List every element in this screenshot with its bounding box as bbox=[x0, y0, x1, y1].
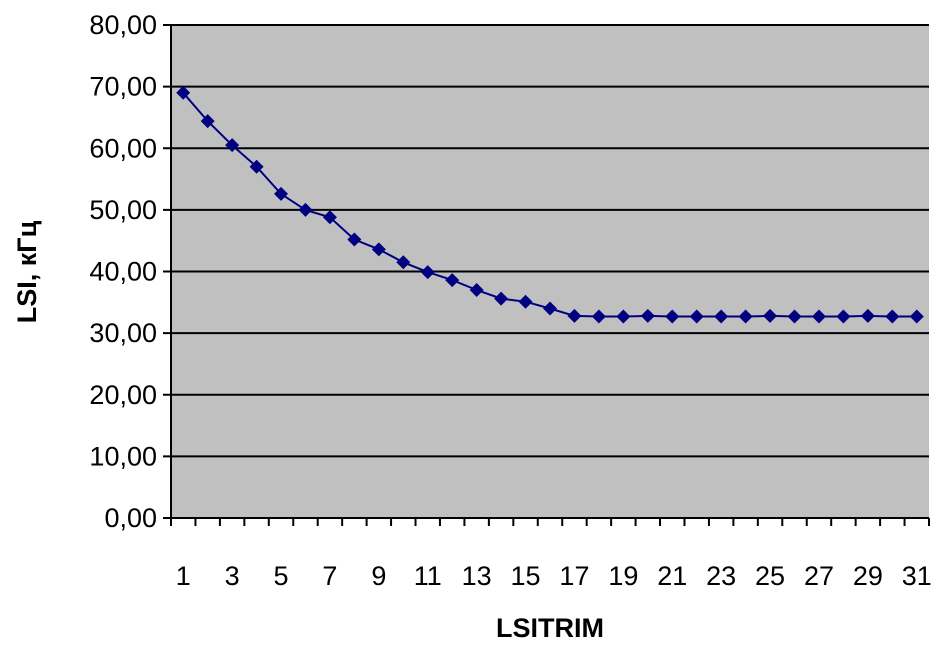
x-tick-label: 13 bbox=[462, 561, 492, 591]
y-tick-label: 0,00 bbox=[104, 503, 157, 533]
data-point-marker bbox=[763, 308, 778, 323]
data-point-marker bbox=[371, 242, 386, 257]
data-point-marker bbox=[860, 308, 875, 323]
x-tick-label: 31 bbox=[902, 561, 932, 591]
data-series bbox=[176, 85, 924, 324]
data-point-marker bbox=[200, 114, 215, 129]
x-tick-label: 5 bbox=[274, 561, 289, 591]
data-point-marker bbox=[665, 309, 680, 324]
data-point-marker bbox=[836, 309, 851, 324]
x-tick-label: 15 bbox=[511, 561, 541, 591]
x-tick-label: 3 bbox=[225, 561, 240, 591]
x-tick-label: 21 bbox=[657, 561, 687, 591]
x-tick-label: 1 bbox=[176, 561, 191, 591]
data-point-marker bbox=[543, 301, 557, 316]
data-point-marker bbox=[225, 138, 240, 153]
y-axis-title: LSI, кГц bbox=[12, 220, 42, 323]
data-point-marker bbox=[518, 294, 533, 309]
y-tick-labels: 0,00 10,00 20,00 30,00 40,00 50,00 60,00 70,00 8… bbox=[89, 10, 157, 533]
y-tick-label: 60,00 bbox=[89, 133, 157, 163]
data-point-marker bbox=[249, 159, 264, 174]
data-point-marker bbox=[567, 308, 582, 323]
y-tick-label: 30,00 bbox=[89, 318, 157, 348]
y-tick-label: 40,00 bbox=[89, 257, 157, 287]
x-tick-label: 17 bbox=[559, 561, 589, 591]
x-tick-label: 23 bbox=[706, 561, 736, 591]
data-point-marker bbox=[494, 291, 509, 306]
data-point-marker bbox=[885, 309, 900, 324]
y-tick-label: 70,00 bbox=[89, 72, 157, 102]
x-tick-labels: 1 3 5 7 9 11 13 15 17 19 21 23 25 27 29 31 bbox=[176, 561, 932, 591]
data-point-marker bbox=[591, 309, 606, 324]
data-point-marker bbox=[689, 309, 704, 324]
data-point-marker bbox=[396, 255, 411, 270]
y-tick-label: 80,00 bbox=[89, 10, 157, 40]
data-point-marker bbox=[176, 85, 191, 100]
data-point-marker bbox=[469, 282, 484, 297]
y-tick-label: 50,00 bbox=[89, 195, 157, 225]
data-point-marker bbox=[811, 309, 826, 324]
data-point-marker bbox=[420, 265, 435, 280]
x-tick-label: 7 bbox=[322, 561, 337, 591]
axes bbox=[163, 24, 930, 526]
data-point-marker bbox=[322, 210, 337, 225]
data-point-marker bbox=[640, 308, 655, 323]
y-tick-label: 20,00 bbox=[89, 380, 157, 410]
data-point-marker bbox=[298, 202, 313, 217]
x-tick-label: 11 bbox=[414, 561, 442, 591]
data-point-marker bbox=[445, 273, 460, 288]
x-tick-label: 19 bbox=[608, 561, 638, 591]
data-point-marker bbox=[787, 309, 802, 324]
data-point-marker bbox=[616, 309, 631, 324]
x-tick-label: 25 bbox=[755, 561, 785, 591]
y-tick-label: 10,00 bbox=[89, 441, 157, 471]
x-tick-label: 29 bbox=[853, 561, 883, 591]
data-point-marker bbox=[714, 309, 729, 324]
grid-lines bbox=[171, 24, 929, 458]
x-tick-label: 27 bbox=[804, 561, 834, 591]
data-point-marker bbox=[347, 232, 362, 247]
x-axis-title: LSITRIM bbox=[496, 613, 604, 643]
data-point-marker bbox=[274, 186, 289, 201]
data-point-marker bbox=[909, 309, 924, 324]
data-point-marker bbox=[738, 309, 753, 324]
x-tick-label: 9 bbox=[371, 561, 386, 591]
